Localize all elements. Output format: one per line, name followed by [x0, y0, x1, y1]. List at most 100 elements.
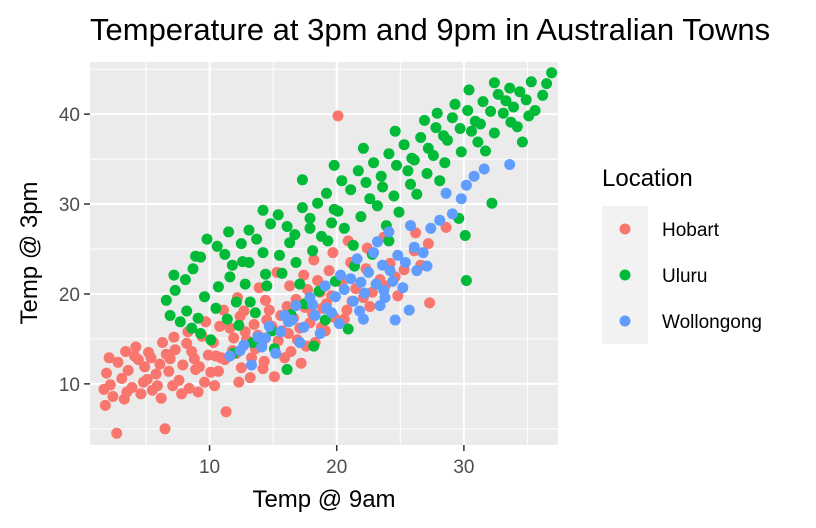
point-wollongong — [338, 284, 350, 295]
point-uluru — [431, 107, 443, 119]
legend-key-uluru — [619, 269, 631, 281]
point-wollongong — [408, 241, 420, 253]
point-uluru — [237, 256, 249, 268]
point-uluru — [455, 146, 467, 158]
point-uluru — [332, 205, 344, 217]
point-uluru — [219, 248, 231, 260]
point-uluru — [186, 322, 198, 334]
point-uluru — [511, 121, 523, 133]
point-uluru — [211, 240, 223, 252]
point-wollongong — [371, 236, 383, 248]
point-wollongong — [309, 310, 321, 321]
point-uluru — [488, 77, 500, 89]
point-wollongong — [378, 284, 390, 296]
point-hobart — [332, 110, 344, 122]
point-wollongong — [504, 159, 516, 170]
point-hobart — [176, 388, 188, 400]
point-wollongong — [335, 269, 346, 281]
point-uluru — [434, 175, 446, 187]
point-hobart — [169, 344, 181, 356]
point-wollongong — [290, 300, 302, 312]
point-uluru — [368, 157, 380, 169]
point-hobart — [284, 280, 296, 292]
point-wollongong — [387, 275, 399, 287]
point-wollongong — [370, 278, 382, 290]
point-uluru — [525, 76, 537, 88]
point-hobart — [248, 319, 260, 330]
point-hobart — [168, 331, 180, 343]
point-uluru — [239, 278, 251, 290]
point-wollongong — [351, 253, 363, 265]
point-wollongong — [314, 328, 326, 339]
legend-label-hobart: Hobart — [662, 220, 720, 241]
point-uluru — [460, 275, 472, 286]
point-hobart — [137, 376, 149, 388]
point-uluru — [307, 245, 319, 257]
point-uluru — [296, 174, 308, 186]
legend-label-uluru: Uluru — [662, 266, 707, 287]
point-uluru — [446, 112, 458, 124]
point-uluru — [257, 247, 269, 259]
point-uluru — [430, 122, 442, 134]
point-wollongong — [397, 282, 409, 294]
point-hobart — [323, 265, 335, 277]
point-uluru — [233, 319, 245, 331]
point-uluru — [168, 269, 180, 281]
point-wollongong — [347, 295, 359, 307]
point-uluru — [243, 224, 255, 236]
point-uluru — [480, 145, 491, 157]
point-uluru — [226, 259, 238, 271]
point-hobart — [99, 399, 111, 411]
point-hobart — [392, 290, 404, 302]
point-uluru — [260, 268, 271, 280]
point-uluru — [338, 222, 350, 234]
point-uluru — [388, 190, 400, 202]
point-hobart — [220, 406, 232, 418]
point-hobart — [244, 372, 256, 384]
point-wollongong — [263, 320, 275, 332]
point-uluru — [355, 211, 367, 223]
point-hobart — [422, 238, 434, 250]
point-wollongong — [384, 265, 396, 277]
point-hobart — [145, 352, 157, 364]
point-uluru — [371, 200, 383, 212]
point-hobart — [308, 254, 320, 266]
point-hobart — [224, 322, 236, 334]
point-hobart — [298, 269, 310, 281]
point-wollongong — [275, 326, 287, 338]
point-hobart — [181, 337, 193, 349]
point-uluru — [449, 98, 461, 110]
point-uluru — [500, 95, 512, 107]
point-hobart — [210, 350, 222, 362]
point-hobart — [327, 247, 339, 259]
point-uluru — [360, 177, 372, 188]
point-uluru — [224, 271, 236, 283]
point-uluru — [485, 105, 497, 117]
point-uluru — [316, 230, 327, 242]
point-uluru — [281, 221, 293, 232]
point-hobart — [130, 341, 142, 353]
point-uluru — [257, 204, 269, 216]
point-uluru — [230, 296, 242, 308]
point-hobart — [101, 367, 112, 379]
point-hobart — [155, 392, 167, 404]
point-wollongong — [468, 170, 480, 182]
point-uluru — [336, 175, 348, 187]
point-wollongong — [417, 247, 429, 259]
point-uluru — [419, 114, 430, 126]
point-uluru — [319, 314, 331, 326]
point-uluru — [274, 249, 285, 261]
point-uluru — [169, 284, 181, 296]
point-uluru — [174, 316, 186, 328]
point-wollongong — [282, 316, 294, 328]
point-uluru — [249, 307, 261, 319]
point-wollongong — [421, 260, 433, 272]
point-uluru — [537, 89, 549, 101]
point-uluru — [492, 88, 504, 100]
point-hobart — [424, 297, 436, 309]
point-uluru — [221, 313, 233, 325]
x-tick-label: 10 — [199, 457, 220, 478]
point-hobart — [157, 337, 168, 348]
point-wollongong — [434, 214, 446, 226]
